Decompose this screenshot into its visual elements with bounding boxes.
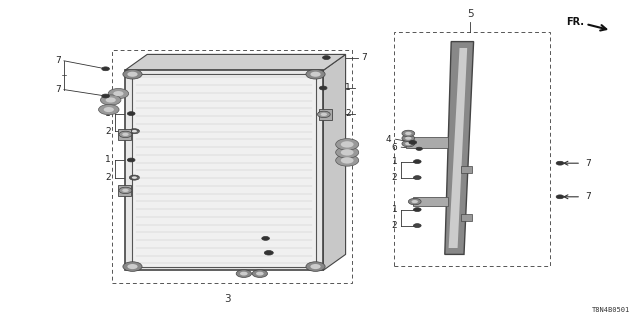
- Bar: [406, 137, 448, 148]
- Circle shape: [310, 72, 321, 77]
- Polygon shape: [125, 54, 346, 70]
- Circle shape: [412, 200, 418, 203]
- Text: 1: 1: [105, 156, 111, 164]
- Circle shape: [556, 161, 564, 165]
- Circle shape: [318, 111, 328, 116]
- Text: 6: 6: [239, 228, 245, 236]
- FancyBboxPatch shape: [319, 108, 332, 120]
- Circle shape: [113, 91, 124, 96]
- Circle shape: [340, 141, 353, 148]
- Circle shape: [102, 94, 109, 98]
- Text: 1: 1: [392, 157, 397, 166]
- Bar: [461, 214, 472, 221]
- Circle shape: [108, 88, 129, 99]
- Text: 7: 7: [586, 159, 591, 168]
- Circle shape: [256, 272, 264, 276]
- Circle shape: [122, 189, 129, 192]
- Circle shape: [340, 149, 353, 156]
- Circle shape: [127, 72, 138, 77]
- Circle shape: [340, 157, 353, 164]
- Bar: [413, 197, 448, 206]
- Circle shape: [119, 131, 132, 138]
- Circle shape: [129, 129, 140, 134]
- Text: FR.: FR.: [566, 17, 584, 28]
- Text: T8N4B0501: T8N4B0501: [592, 307, 630, 313]
- Circle shape: [123, 262, 142, 271]
- Circle shape: [252, 270, 268, 277]
- Circle shape: [336, 139, 359, 150]
- Circle shape: [321, 112, 326, 115]
- Circle shape: [402, 140, 415, 147]
- Text: 2: 2: [392, 221, 397, 230]
- Circle shape: [317, 111, 330, 117]
- Circle shape: [132, 130, 137, 132]
- Circle shape: [104, 107, 114, 112]
- Circle shape: [413, 208, 421, 212]
- Text: 7: 7: [586, 192, 591, 201]
- Circle shape: [127, 112, 135, 116]
- Text: 3: 3: [224, 294, 230, 304]
- Circle shape: [402, 135, 415, 141]
- Text: 7: 7: [55, 85, 61, 94]
- Circle shape: [405, 142, 412, 145]
- Text: 2: 2: [105, 127, 111, 136]
- Circle shape: [106, 97, 116, 102]
- Circle shape: [413, 176, 421, 180]
- Text: 4: 4: [386, 135, 392, 144]
- Text: 2: 2: [345, 109, 351, 118]
- Circle shape: [336, 147, 359, 158]
- Circle shape: [129, 175, 140, 180]
- Circle shape: [405, 137, 412, 140]
- Circle shape: [336, 155, 359, 166]
- Bar: [112, 50, 352, 283]
- Text: 1: 1: [345, 84, 351, 92]
- Circle shape: [405, 132, 412, 135]
- Circle shape: [264, 251, 273, 255]
- Circle shape: [306, 262, 325, 271]
- Text: 4: 4: [239, 244, 245, 252]
- Circle shape: [413, 224, 421, 228]
- Text: 1: 1: [392, 205, 397, 214]
- Circle shape: [102, 67, 109, 71]
- Circle shape: [310, 264, 321, 269]
- Circle shape: [119, 187, 132, 194]
- Polygon shape: [445, 42, 474, 254]
- Text: 7: 7: [55, 56, 61, 65]
- Polygon shape: [449, 48, 467, 248]
- Text: 6: 6: [392, 143, 397, 152]
- Text: 2: 2: [392, 173, 397, 182]
- Circle shape: [556, 195, 564, 199]
- Text: 2: 2: [105, 173, 111, 182]
- Circle shape: [323, 56, 330, 60]
- Circle shape: [240, 272, 248, 276]
- Bar: [461, 166, 472, 173]
- Circle shape: [402, 130, 415, 137]
- Circle shape: [127, 264, 138, 269]
- Polygon shape: [125, 70, 323, 270]
- Circle shape: [99, 104, 119, 115]
- Circle shape: [127, 158, 135, 162]
- Circle shape: [123, 69, 142, 79]
- FancyBboxPatch shape: [118, 185, 131, 196]
- Text: 5: 5: [467, 9, 474, 19]
- Circle shape: [122, 133, 129, 136]
- Circle shape: [409, 140, 417, 144]
- FancyBboxPatch shape: [118, 129, 131, 140]
- Text: 7: 7: [362, 53, 367, 62]
- Circle shape: [236, 270, 252, 277]
- Circle shape: [413, 160, 421, 164]
- Circle shape: [132, 176, 137, 179]
- Circle shape: [408, 198, 421, 205]
- Circle shape: [100, 95, 121, 105]
- Polygon shape: [323, 54, 346, 270]
- Circle shape: [321, 113, 327, 116]
- Text: 1: 1: [105, 109, 111, 118]
- Circle shape: [319, 86, 327, 90]
- Circle shape: [416, 147, 422, 150]
- Circle shape: [262, 236, 269, 240]
- Circle shape: [306, 69, 325, 79]
- Bar: [394, 32, 550, 266]
- Polygon shape: [132, 74, 316, 267]
